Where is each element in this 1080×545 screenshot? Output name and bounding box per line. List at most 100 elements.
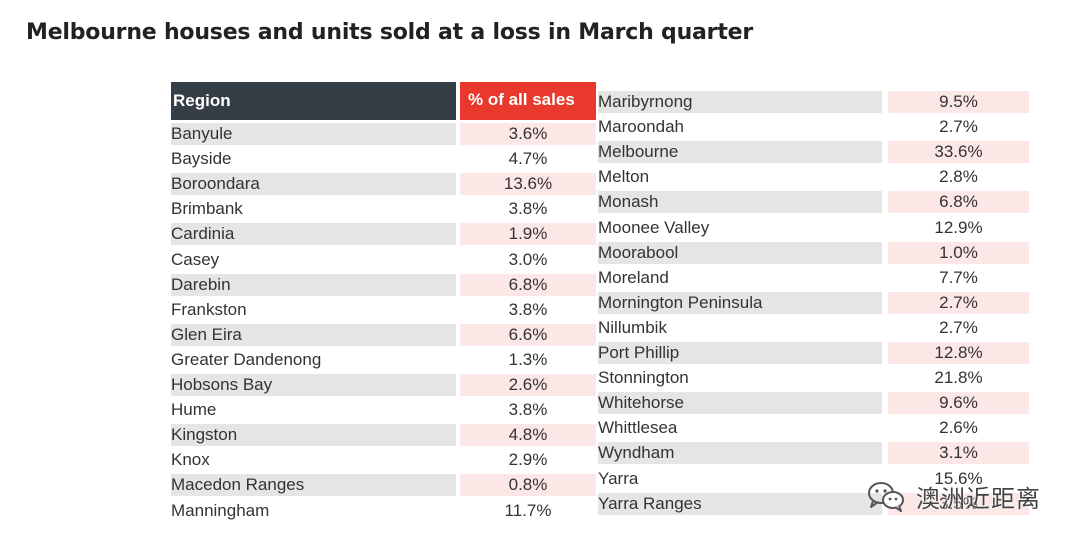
table-row: Maribyrnong 9.5% — [598, 90, 1029, 115]
pct-cell: 6.8% — [460, 273, 596, 296]
pct-cell: 9.5% — [888, 91, 1029, 113]
pct-cell: 11.7% — [504, 500, 552, 520]
pct-cell: 2.6% — [460, 374, 596, 396]
region-cell: Knox — [171, 450, 210, 470]
pct-cell: 21.8% — [934, 368, 983, 388]
region-cell: Monash — [598, 191, 882, 214]
region-cell: Brimbank — [171, 199, 243, 219]
region-cell: Glen Eira — [171, 323, 456, 346]
table-right-column: Maribyrnong 9.5% Maroondah 2.7% Melbourne 33.… — [598, 90, 1030, 520]
table-row: Hume 3.8% — [171, 398, 596, 423]
region-cell: Boroondara — [171, 173, 456, 196]
pct-cell: 3.8% — [508, 199, 548, 219]
table-row: Melton 2.8% — [598, 165, 1029, 190]
pct-cell: 12.8% — [888, 342, 1029, 364]
table-row: Darebin 6.8% — [171, 273, 596, 298]
region-cell: Maribyrnong — [598, 91, 882, 113]
table-row: Greater Dandenong 1.3% — [171, 348, 596, 373]
region-cell: Casey — [171, 249, 220, 269]
table-row: Knox 2.9% — [171, 448, 596, 473]
pct-cell: 33.6% — [888, 141, 1029, 164]
region-cell: Macedon Ranges — [171, 474, 456, 497]
table-row: Yarra 15.6% — [598, 467, 1029, 492]
region-cell: Bayside — [171, 149, 232, 169]
region-cell: Hume — [171, 400, 217, 420]
pct-cell: 4.8% — [460, 424, 596, 447]
pct-cell: 3.5% — [888, 492, 1029, 515]
pct-cell: 3.8% — [508, 400, 548, 420]
table-row: Casey 3.0% — [171, 248, 596, 273]
region-cell: Moreland — [598, 267, 669, 287]
pct-cell: 15.6% — [934, 468, 983, 488]
table-row: Maroondah 2.7% — [598, 115, 1029, 140]
pct-cell: 3.6% — [460, 123, 596, 145]
table-row: Moorabool 1.0% — [598, 241, 1029, 266]
table-row: Nillumbik 2.7% — [598, 316, 1029, 341]
region-cell: Kingston — [171, 424, 456, 447]
region-cell: Whitehorse — [598, 392, 882, 415]
pct-cell: 3.0% — [508, 249, 548, 269]
table-row: Glen Eira 6.6% — [171, 323, 596, 348]
region-cell: Nillumbik — [598, 317, 667, 337]
region-cell: Greater Dandenong — [171, 349, 322, 369]
table-row: Brimbank 3.8% — [171, 197, 596, 222]
table-row: Yarra Ranges 3.5% — [598, 492, 1029, 517]
pct-cell: 2.8% — [939, 167, 978, 187]
pct-cell: 6.6% — [460, 323, 596, 346]
table-row: Whitehorse 9.6% — [598, 391, 1029, 416]
table-row: Whittlesea 2.6% — [598, 416, 1029, 441]
table-row: Moonee Valley 12.9% — [598, 216, 1029, 241]
pct-cell: 4.7% — [508, 149, 548, 169]
region-cell: Yarra — [598, 468, 639, 488]
pct-cell: 1.3% — [508, 349, 548, 369]
pct-cell: 7.7% — [939, 267, 978, 287]
region-cell: Whittlesea — [598, 418, 678, 438]
region-cell: Yarra Ranges — [598, 492, 882, 515]
region-cell: Manningham — [171, 500, 270, 520]
pct-cell: 2.7% — [939, 117, 978, 137]
region-cell: Port Phillip — [598, 342, 882, 364]
pct-cell: 0.8% — [460, 474, 596, 497]
table-row: Cardinia 1.9% — [171, 222, 596, 247]
region-cell: Melton — [598, 167, 650, 187]
pct-cell: 2.7% — [888, 291, 1029, 314]
watermark: 澳洲近距离 — [866, 478, 1041, 514]
pct-cell: 12.9% — [934, 217, 983, 237]
pct-cell: 3.8% — [508, 299, 548, 319]
table-row: Stonnington 21.8% — [598, 366, 1029, 391]
table-row: Melbourne 33.6% — [598, 140, 1029, 165]
pct-cell: 6.8% — [888, 191, 1029, 214]
region-cell: Maroondah — [598, 117, 685, 137]
table-row: Port Phillip 12.8% — [598, 341, 1029, 366]
table-row: Kingston 4.8% — [171, 423, 596, 448]
pct-cell: 2.6% — [939, 418, 978, 438]
region-cell: Hobsons Bay — [171, 374, 456, 396]
pct-cell: 13.6% — [460, 173, 596, 196]
table-row: Frankston 3.8% — [171, 298, 596, 323]
region-cell: Mornington Peninsula — [598, 291, 882, 314]
table-row: Macedon Ranges 0.8% — [171, 473, 596, 498]
table-row: Hobsons Bay 2.6% — [171, 373, 596, 398]
table-left-column: Banyule 3.6% Bayside 4.7% Boroondara 13.6% Bri… — [171, 122, 596, 522]
table-row: Bayside 4.7% — [171, 147, 596, 172]
column-header-pct: % of all sales — [460, 82, 596, 120]
table-row: Banyule 3.6% — [171, 122, 596, 147]
region-cell: Stonnington — [598, 368, 689, 388]
region-cell: Banyule — [171, 123, 456, 145]
pct-cell: 2.7% — [939, 317, 978, 337]
column-header-region: Region — [171, 82, 456, 120]
region-cell: Melbourne — [598, 141, 882, 164]
table-row: Moreland 7.7% — [598, 266, 1029, 291]
table-row: Monash 6.8% — [598, 190, 1029, 215]
watermark-text: 澳洲近距离 — [916, 484, 1041, 513]
region-cell: Darebin — [171, 273, 456, 296]
table-row: Wyndham 3.1% — [598, 441, 1029, 466]
pct-cell: 3.1% — [888, 442, 1029, 465]
pct-cell: 9.6% — [888, 392, 1029, 415]
table-row: Mornington Peninsula 2.7% — [598, 291, 1029, 316]
page-title: Melbourne houses and units sold at a los… — [26, 20, 754, 45]
table-row: Boroondara 13.6% — [171, 172, 596, 197]
pct-cell: 1.0% — [888, 241, 1029, 264]
region-cell: Moonee Valley — [598, 217, 710, 237]
pct-cell: 2.9% — [508, 450, 548, 470]
